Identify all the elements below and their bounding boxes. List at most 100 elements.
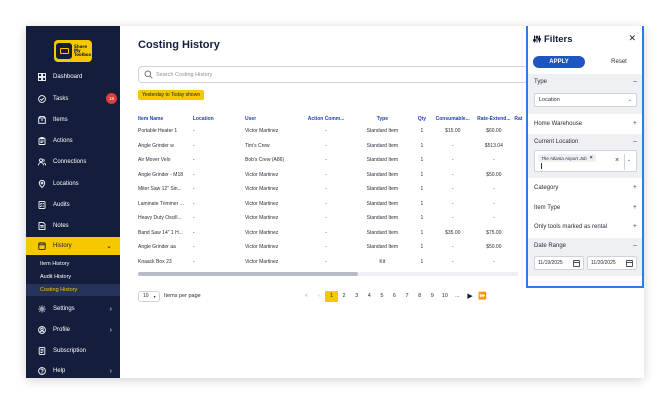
filter-section-category[interactable]: Category + xyxy=(528,180,642,196)
table-cell: 1 xyxy=(420,229,424,236)
page-number-button[interactable]: 3 xyxy=(355,293,359,299)
calendar-icon[interactable] xyxy=(626,260,633,267)
filter-section-item-type[interactable]: Item Type + xyxy=(528,200,642,216)
sidebar-item-help[interactable]: Help › xyxy=(26,362,120,378)
date-to-input[interactable]: 11/20/2025 xyxy=(587,256,637,270)
table-cell: Bob's Crew (A86) xyxy=(245,157,285,164)
date-from-input[interactable]: 11/19/2025 xyxy=(534,256,584,270)
logo[interactable]: Share My Toolbox xyxy=(54,40,92,62)
current-location-multiselect[interactable]: The Atlanta Airport Job × × ⌄ xyxy=(534,150,637,172)
table-cell: - xyxy=(325,200,327,207)
table-row[interactable]: Laminate Trimmer ... - Victor Martinez - Sta… xyxy=(138,197,526,212)
sidebar-item-settings[interactable]: Settings › xyxy=(26,300,120,318)
type-select[interactable]: Location ⌄ xyxy=(534,93,637,107)
collapse-icon[interactable]: – xyxy=(633,78,637,85)
expand-icon[interactable]: + xyxy=(632,120,637,127)
page-number-button[interactable]: 5 xyxy=(380,293,384,299)
page-number-button[interactable]: 1 xyxy=(325,290,338,302)
check-circle-icon xyxy=(38,95,46,103)
table-cell: Victor Martinez xyxy=(245,229,279,236)
reset-button[interactable]: Reset xyxy=(611,59,627,65)
filter-section-label: Only tools marked as rental xyxy=(534,224,608,230)
calendar-icon[interactable] xyxy=(573,260,580,267)
table-cell: Band Saw 14" 1 H... xyxy=(138,229,183,236)
sidebar-subitem-costing-history[interactable]: Costing History xyxy=(40,287,78,293)
sidebar-subitem-audit-history[interactable]: Audit History xyxy=(40,274,72,280)
table-row[interactable]: Knaack Box 23 - Victor Martinez - Kit 1 - - xyxy=(138,255,526,270)
page-number-button[interactable]: 9 xyxy=(430,293,434,299)
page-number-button[interactable]: 4 xyxy=(367,293,371,299)
page-number-button[interactable]: 2 xyxy=(342,293,346,299)
sidebar-item-actions[interactable]: Actions xyxy=(26,132,120,150)
table-cell: Victor Martinez xyxy=(245,200,279,207)
horizontal-scrollbar[interactable] xyxy=(138,272,518,276)
table-cell: $60.00 xyxy=(486,128,502,135)
column-header[interactable]: Rate-Extend... xyxy=(477,115,511,122)
date-range-chip: Yesterday to Today shown xyxy=(138,90,205,100)
table-row[interactable]: Angle Grinder w - Tim's Crew - Standard Item… xyxy=(138,139,526,154)
search-input[interactable]: Search Costing History xyxy=(138,66,528,83)
history-icon xyxy=(38,242,46,250)
sidebar-item-history[interactable]: History ⌄ xyxy=(26,237,120,255)
column-header[interactable]: Action Comm... xyxy=(307,115,345,122)
last-page-icon[interactable]: ⏩ xyxy=(478,293,487,300)
column-header[interactable]: Qty xyxy=(417,115,427,122)
expand-icon[interactable]: + xyxy=(632,223,637,230)
table-row[interactable]: Heavy Duty Oscill... - Victor Martinez - Sta… xyxy=(138,211,526,226)
sidebar-subitem-item-history[interactable]: Item History xyxy=(40,261,70,267)
page-numbers: 1 2 3 4 5 6 7 8 9 10 xyxy=(325,290,451,302)
remove-tag-icon[interactable]: × xyxy=(589,155,593,161)
table-row[interactable]: Band Saw 14" 1 H... - Victor Martinez - Stan… xyxy=(138,226,526,241)
grid-icon xyxy=(38,73,46,81)
clear-icon[interactable]: × xyxy=(615,157,620,164)
column-header[interactable]: Rat xyxy=(514,115,523,122)
expand-icon[interactable]: + xyxy=(632,204,637,211)
table-cell: Standard Item xyxy=(366,142,399,149)
sidebar-item-subscription[interactable]: Subscription xyxy=(26,342,120,360)
column-header[interactable]: Consumable... xyxy=(435,115,470,122)
sidebar-item-tasks[interactable]: Tasks 19 xyxy=(26,90,120,108)
items-per-page-select[interactable]: 10 ▾ xyxy=(138,290,160,302)
sidebar-item-profile[interactable]: Profile › xyxy=(26,321,120,339)
table-row[interactable]: Portable Heater 1 - Victor Martinez - Standa… xyxy=(138,124,526,139)
collapse-icon[interactable]: – xyxy=(633,242,637,249)
page-number-button[interactable]: 7 xyxy=(405,293,409,299)
table-row[interactable]: Angle Grinder aa - Victor Martinez - Standar… xyxy=(138,240,526,255)
sidebar-item-label: Audits xyxy=(53,202,70,208)
page-number-button[interactable]: 6 xyxy=(392,293,396,299)
table-row[interactable]: Air Mover Velo - Bob's Crew (A86) - Standard… xyxy=(138,153,526,168)
sidebar-item-audits[interactable]: Audits xyxy=(26,196,120,214)
chevron-down-icon[interactable]: ⌄ xyxy=(627,157,632,163)
clipboard-icon xyxy=(38,137,46,145)
table-row[interactable]: Angle Grinder - M18 - Victor Martinez - Stan… xyxy=(138,168,526,183)
column-header[interactable]: Type xyxy=(376,115,388,122)
column-header[interactable]: Item Name xyxy=(138,115,164,122)
page-number-button[interactable]: 8 xyxy=(418,293,422,299)
apply-button[interactable]: APPLY xyxy=(533,56,585,68)
filter-section-home-warehouse[interactable]: Home Warehouse + xyxy=(528,116,642,132)
next-page-icon[interactable]: ▶ xyxy=(467,293,473,300)
filter-section-rental[interactable]: Only tools marked as rental + xyxy=(528,219,642,235)
page-number-button[interactable]: 10 xyxy=(441,293,448,299)
table-cell: - xyxy=(192,142,195,149)
table-cell xyxy=(514,153,526,168)
main-content: Costing History Search Costing History Y… xyxy=(120,26,528,378)
first-page-icon[interactable]: « xyxy=(304,293,308,299)
sidebar-item-locations[interactable]: Locations xyxy=(26,175,120,193)
sidebar-item-dashboard[interactable]: Dashboard xyxy=(26,68,120,86)
collapse-icon[interactable]: – xyxy=(633,138,637,145)
table-cell: - xyxy=(192,171,195,178)
sidebar-item-items[interactable]: Items xyxy=(26,111,120,129)
scrollbar-thumb[interactable] xyxy=(138,272,359,276)
page-title: Costing History xyxy=(138,39,220,51)
column-header[interactable]: User xyxy=(245,115,257,122)
table-cell: $35.00 xyxy=(445,229,461,236)
close-icon[interactable]: ✕ xyxy=(628,33,636,43)
sidebar-item-notes[interactable]: Notes xyxy=(26,217,120,235)
column-header[interactable]: Location xyxy=(192,115,214,122)
sidebar-item-connections[interactable]: Connections xyxy=(26,153,120,171)
prev-page-icon[interactable]: ‹ xyxy=(317,293,320,299)
table-cell: Standard Item xyxy=(366,171,399,178)
table-row[interactable]: Miter Saw 12" Sin... - Victor Martinez - Sta… xyxy=(138,182,526,197)
expand-icon[interactable]: + xyxy=(632,184,637,191)
